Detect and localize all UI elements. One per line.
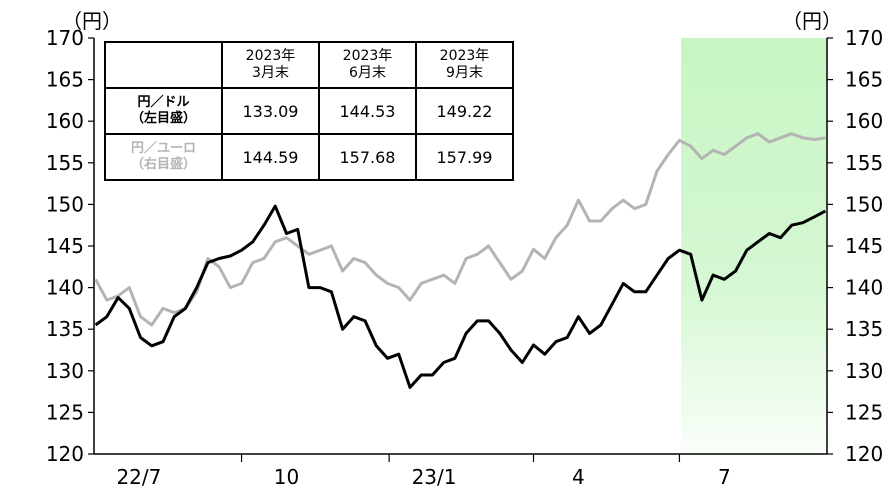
y-tick-label-right: 135: [845, 317, 883, 341]
y-tick-label-right: 130: [845, 359, 883, 383]
y-tick-label-left: 145: [46, 234, 84, 258]
y-tick-label-left: 125: [46, 400, 84, 424]
table-header: 2023年 6月末: [318, 41, 417, 89]
row-label-line2: （右目盛）: [130, 157, 196, 172]
row-label-line1: 円／ドル: [137, 95, 190, 110]
x-axis: 22/7 10 23/1 4 7: [93, 38, 828, 489]
y-tick-label-left: 120: [46, 442, 84, 466]
y-tick-label-right: 150: [845, 192, 883, 216]
row-label-line2: （左目盛）: [130, 111, 196, 126]
table-row-usd: 円／ドル （左目盛） 133.09 144.53 149.22: [104, 87, 514, 135]
x-tick-label: 22/7: [116, 465, 161, 489]
table-corner: [104, 41, 223, 89]
y-tick-label-left: 165: [46, 68, 84, 92]
row-label-eur: 円／ユーロ （右目盛）: [104, 133, 223, 181]
summary-table: 2023年 3月末 2023年 6月末 2023年 9月末 円／ドル （左目盛）…: [104, 41, 514, 181]
y-tick-label-right: 140: [845, 276, 883, 300]
y-tick-label-left: 140: [46, 276, 84, 300]
y-tick-label-right: 170: [845, 26, 883, 50]
table-cell: 157.99: [415, 133, 514, 181]
table-cell: 149.22: [415, 87, 514, 135]
row-label-line1: 円／ユーロ: [130, 141, 196, 156]
x-tick-label: 10: [274, 465, 299, 489]
y-tick-label-right: 145: [845, 234, 883, 258]
x-tick-label: 7: [718, 465, 731, 489]
y-tick-label-left: 160: [46, 109, 84, 133]
table-header-row: 2023年 3月末 2023年 6月末 2023年 9月末: [104, 41, 514, 89]
y-tick-label-left: 155: [46, 151, 84, 175]
table-row-eur: 円／ユーロ （右目盛） 144.59 157.68 157.99: [104, 133, 514, 181]
y-tick-label-left: 150: [46, 192, 84, 216]
row-label-usd: 円／ドル （左目盛）: [104, 87, 223, 135]
series-line-usd: [94, 204, 827, 389]
x-tick-label: 4: [572, 465, 585, 489]
table-cell: 157.68: [318, 133, 417, 181]
series-lines: [94, 132, 827, 389]
y-axis-right: 120 125 130 135 140 145 150 155 160 165 170: [827, 26, 883, 466]
table-header: 2023年 9月末: [415, 41, 514, 89]
y-tick-label-right: 125: [845, 400, 883, 424]
y-tick-label-right: 120: [845, 442, 883, 466]
table-header: 2023年 3月末: [221, 41, 320, 89]
y-tick-label-left: 130: [46, 359, 84, 383]
y-unit-right: （円）: [782, 9, 842, 33]
y-tick-label-right: 155: [845, 151, 883, 175]
y-tick-label-left: 135: [46, 317, 84, 341]
table-cell: 144.59: [221, 133, 320, 181]
series-line-eur: [94, 132, 826, 327]
y-tick-label-right: 160: [845, 109, 883, 133]
y-axis-left: 120 125 130 135 140 145 150 155 160 165 170: [46, 26, 94, 466]
y-tick-label-right: 165: [845, 68, 883, 92]
y-tick-label-left: 170: [46, 26, 84, 50]
table-cell: 144.53: [318, 87, 417, 135]
x-tick-label: 23/1: [412, 465, 457, 489]
y-unit-left: （円）: [62, 9, 122, 33]
table-cell: 133.09: [221, 87, 320, 135]
